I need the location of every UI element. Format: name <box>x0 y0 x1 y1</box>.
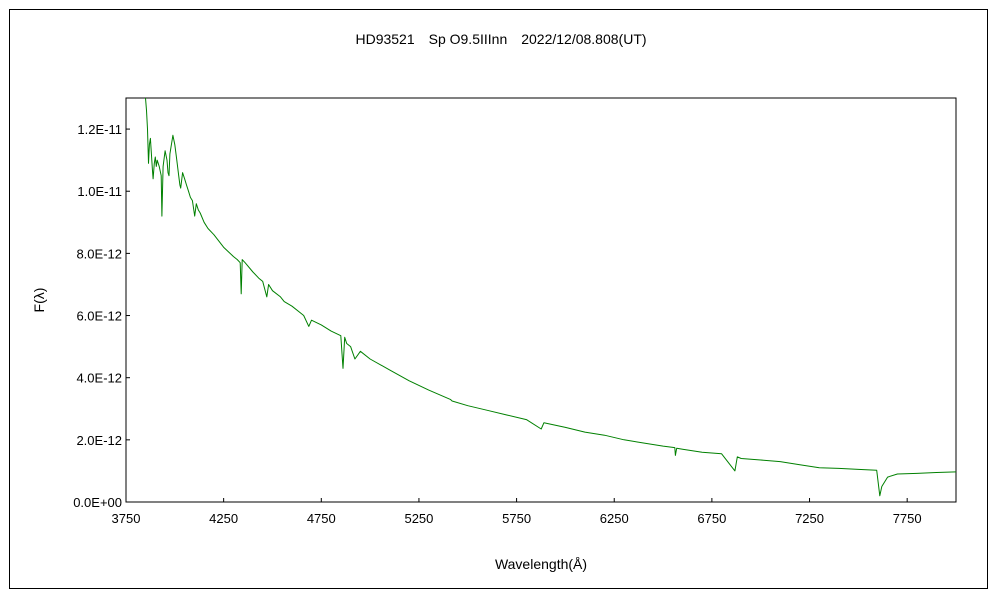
chart-title: HD93521 Sp O9.5IIInn 2022/12/08.808(UT) <box>355 31 646 47</box>
x-axis: 3750 4250 4750 5250 5750 6250 6750 7250 7750 <box>112 498 922 526</box>
y-tick-label: 4.0E-12 <box>76 371 122 386</box>
y-tick-label: 8.0E-12 <box>76 246 122 261</box>
x-tick-label: 7250 <box>795 511 824 526</box>
chart-frame: HD93521 Sp O9.5IIInn 2022/12/08.808(UT) … <box>9 9 988 589</box>
x-tick-label: 5250 <box>404 511 433 526</box>
y-tick-label: 6.0E-12 <box>76 309 122 324</box>
y-tick-label: 2.0E-12 <box>76 433 122 448</box>
series-layer <box>145 97 957 497</box>
x-tick-label: 6250 <box>600 511 629 526</box>
y-tick-label: 1.2E-11 <box>77 122 122 137</box>
y-axis: 0.0E+00 2.0E-12 4.0E-12 6.0E-12 8.0E-12 1.0E-… <box>73 122 130 510</box>
x-tick-label: 5750 <box>502 511 531 526</box>
spectrum-chart: HD93521 Sp O9.5IIInn 2022/12/08.808(UT) … <box>31 31 957 572</box>
x-tick-label: 7750 <box>893 511 922 526</box>
x-tick-label: 3750 <box>112 511 141 526</box>
y-tick-label: 0.0E+00 <box>73 495 122 510</box>
x-tick-label: 4250 <box>209 511 238 526</box>
x-tick-label: 4750 <box>307 511 336 526</box>
spectrum-line <box>145 97 957 497</box>
y-tick-label: 1.0E-11 <box>77 184 122 199</box>
x-axis-title: Wavelength(Å) <box>495 556 587 572</box>
plot-area <box>125 97 957 503</box>
y-axis-title: F(λ) <box>31 288 47 313</box>
x-tick-label: 6750 <box>697 511 726 526</box>
